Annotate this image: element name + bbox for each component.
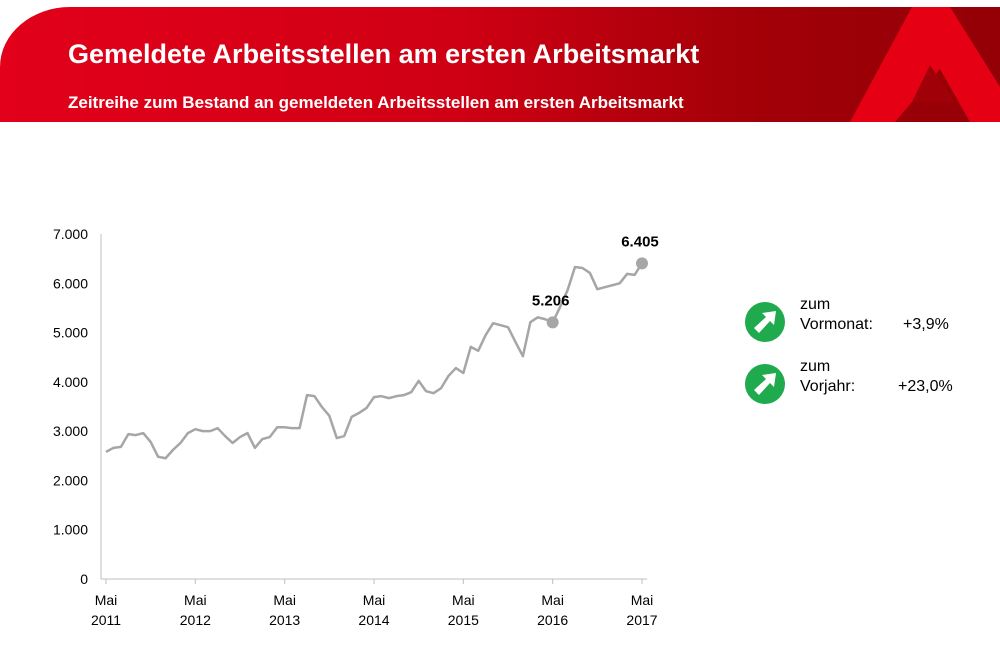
x-tick-month: Mai	[95, 592, 118, 608]
x-tick-month: Mai	[541, 592, 564, 608]
data-label: 6.405	[621, 233, 659, 250]
header-banner: Gemeldete Arbeitsstellen am ersten Arbei…	[0, 7, 1000, 122]
arrow-up-right-icon	[745, 302, 785, 342]
x-tick-month: Mai	[631, 592, 654, 608]
kpi-label-line1: zum	[800, 358, 831, 375]
y-tick-label: 5.000	[53, 325, 88, 341]
x-tick-month: Mai	[363, 592, 386, 608]
x-tick-month: Mai	[273, 592, 296, 608]
arrow-up-right-icon	[745, 364, 785, 404]
x-tick-year: 2017	[626, 612, 657, 628]
y-tick-label: 4.000	[53, 374, 88, 390]
x-tick-year: 2016	[537, 612, 568, 628]
agency-logo	[850, 7, 1000, 122]
kpi-value: +23,0%	[898, 378, 953, 395]
x-tick-year: 2013	[269, 612, 300, 628]
x-tick-year: 2011	[91, 612, 121, 628]
x-tick-year: 2015	[448, 612, 479, 628]
kpi-label-line2: Vorjahr:	[800, 378, 856, 395]
kpi-value: +3,9%	[903, 316, 949, 333]
kpi-label-line2: Vormonat:	[800, 316, 873, 333]
y-tick-label: 2.000	[53, 472, 88, 488]
y-tick-label: 0	[80, 571, 88, 587]
y-tick-label: 7.000	[53, 226, 88, 242]
kpi-label-line1: zum	[800, 296, 831, 313]
page-title: Gemeldete Arbeitsstellen am ersten Arbei…	[68, 39, 700, 69]
y-tick-label: 1.000	[53, 522, 88, 538]
x-tick-month: Mai	[184, 592, 207, 608]
data-point	[546, 316, 559, 329]
x-tick-year: 2012	[180, 612, 211, 628]
y-tick-label: 3.000	[53, 423, 88, 439]
y-tick-label: 6.000	[53, 275, 88, 291]
x-tick-month: Mai	[452, 592, 475, 608]
x-tick-year: 2014	[358, 612, 389, 628]
page-subtitle: Zeitreihe zum Bestand an gemeldeten Arbe…	[68, 93, 684, 112]
data-point	[636, 257, 648, 270]
data-label: 5.206	[532, 292, 570, 309]
